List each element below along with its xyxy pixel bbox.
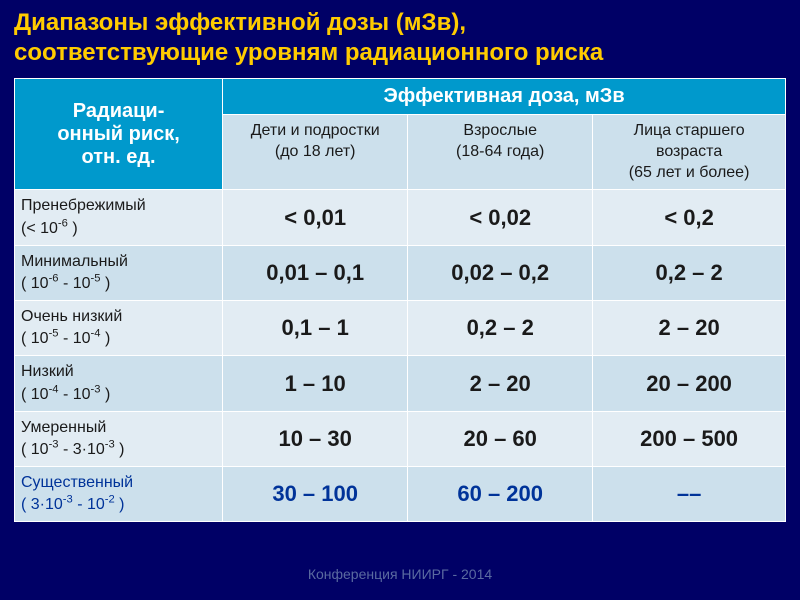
dose-value-cell: 20 – 60 bbox=[408, 411, 593, 466]
table-row: Минимальный( 10-6 - 10-5 )0,01 – 0,10,02… bbox=[15, 245, 786, 300]
risk-level-cell: Пренебрежимый(< 10-6 ) bbox=[15, 190, 223, 245]
dose-table: Радиаци- онный риск, отн. ед. Эффективна… bbox=[14, 78, 786, 522]
dose-value-cell: < 0,01 bbox=[223, 190, 408, 245]
dose-value-cell: –– bbox=[593, 467, 786, 522]
slide-root: Диапазоны эффективной дозы (мЗв), соотве… bbox=[0, 0, 800, 600]
risk-level-cell: Существенный( 3·10-3 - 10-2 ) bbox=[15, 467, 223, 522]
subheader-adults: Взрослые (18-64 года) bbox=[408, 115, 593, 190]
risk-level-cell: Очень низкий( 10-5 - 10-4 ) bbox=[15, 301, 223, 356]
header-dose: Эффективная доза, мЗв bbox=[223, 79, 786, 115]
table-row: Низкий( 10-4 - 10-3 )1 – 102 – 2020 – 20… bbox=[15, 356, 786, 411]
dose-value-cell: 2 – 20 bbox=[593, 301, 786, 356]
dose-value-cell: 0,2 – 2 bbox=[593, 245, 786, 300]
dose-value-cell: 1 – 10 bbox=[223, 356, 408, 411]
risk-level-cell: Умеренный( 10-3 - 3·10-3 ) bbox=[15, 411, 223, 466]
dose-value-cell: 200 – 500 bbox=[593, 411, 786, 466]
subheader-elderly: Лица старшего возраста (65 лет и более) bbox=[593, 115, 786, 190]
dose-value-cell: 20 – 200 bbox=[593, 356, 786, 411]
table-row: Очень низкий( 10-5 - 10-4 )0,1 – 10,2 – … bbox=[15, 301, 786, 356]
dose-value-cell: 10 – 30 bbox=[223, 411, 408, 466]
table-row: Существенный( 3·10-3 - 10-2 )30 – 10060 … bbox=[15, 467, 786, 522]
dose-value-cell: 0,2 – 2 bbox=[408, 301, 593, 356]
footer-text: Конференция НИИРГ - 2014 bbox=[0, 566, 800, 582]
subheader-children: Дети и подростки (до 18 лет) bbox=[223, 115, 408, 190]
dose-value-cell: 2 – 20 bbox=[408, 356, 593, 411]
title-line2: соответствующие уровням радиационного ри… bbox=[14, 39, 603, 66]
slide-title: Диапазоны эффективной дозы (мЗв), соотве… bbox=[14, 8, 786, 68]
table-row: Умеренный( 10-3 - 3·10-3 )10 – 3020 – 60… bbox=[15, 411, 786, 466]
table-row: Пренебрежимый(< 10-6 )< 0,01< 0,02< 0,2 bbox=[15, 190, 786, 245]
risk-level-cell: Минимальный( 10-6 - 10-5 ) bbox=[15, 245, 223, 300]
dose-value-cell: < 0,02 bbox=[408, 190, 593, 245]
table-body: Пренебрежимый(< 10-6 )< 0,01< 0,02< 0,2М… bbox=[15, 190, 786, 522]
dose-value-cell: 0,01 – 0,1 bbox=[223, 245, 408, 300]
dose-value-cell: < 0,2 bbox=[593, 190, 786, 245]
title-line1: Диапазоны эффективной дозы (мЗв), bbox=[14, 9, 466, 36]
dose-value-cell: 0,02 – 0,2 bbox=[408, 245, 593, 300]
risk-level-cell: Низкий( 10-4 - 10-3 ) bbox=[15, 356, 223, 411]
header-risk: Радиаци- онный риск, отн. ед. bbox=[15, 79, 223, 190]
dose-value-cell: 60 – 200 bbox=[408, 467, 593, 522]
dose-value-cell: 0,1 – 1 bbox=[223, 301, 408, 356]
dose-value-cell: 30 – 100 bbox=[223, 467, 408, 522]
